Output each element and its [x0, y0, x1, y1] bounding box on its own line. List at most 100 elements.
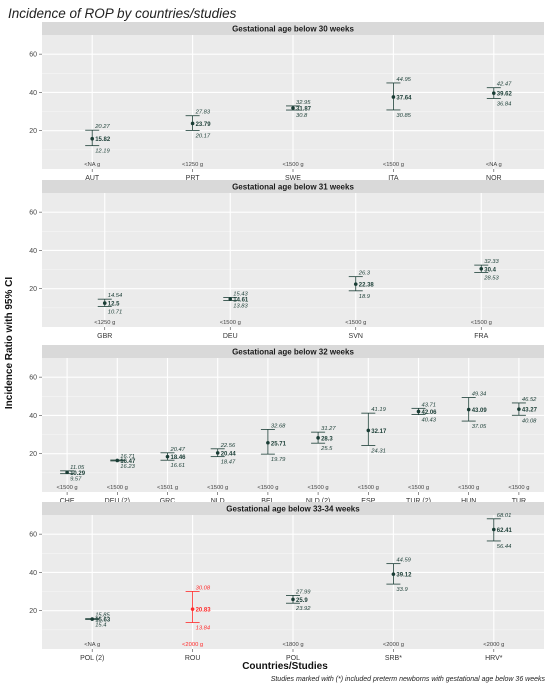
x-tick-label: GRC: [160, 498, 176, 505]
lower-ci-label: 30.85: [396, 113, 411, 119]
data-point: [266, 440, 270, 445]
x-tick-label: NLD (2): [306, 498, 331, 505]
value-label: 39.12: [396, 573, 412, 579]
x-tick-label: POL (2): [80, 655, 104, 662]
value-label: 43.09: [472, 408, 488, 414]
panel-strip: [42, 502, 544, 515]
upper-ci-label: 27.83: [195, 110, 211, 116]
x-tick-label: NOR: [486, 175, 502, 182]
value-label: 37.64: [396, 95, 412, 101]
upper-ci-label: 41.19: [371, 407, 386, 413]
lower-ci-label: 9.57: [70, 477, 82, 483]
weight-label: <1500 g: [57, 485, 78, 491]
lower-ci-label: 25.5: [320, 446, 333, 452]
weight-label: <1500 g: [282, 162, 303, 168]
y-tick-label: 40: [29, 90, 37, 97]
x-tick-label: ESP: [361, 498, 375, 505]
value-label: 39.62: [497, 92, 513, 98]
weight-label: <NA g: [486, 162, 502, 168]
chart-title: Incidence of ROP by countries/studies: [8, 6, 237, 21]
lower-ci-label: 19.79: [271, 457, 286, 463]
y-tick-label: 60: [29, 532, 37, 539]
upper-ci-label: 31.27: [321, 426, 336, 432]
panel-strip-title: Gestational age below 32 weeks: [232, 348, 354, 357]
y-tick-label: 40: [29, 570, 37, 577]
data-point: [90, 136, 94, 141]
value-label: 22.38: [359, 283, 375, 289]
weight-label: <1500 g: [107, 485, 128, 491]
panel-strip-title: Gestational age below 33-34 weeks: [226, 505, 360, 514]
value-label: 16.47: [120, 459, 136, 465]
data-point: [65, 470, 69, 475]
lower-ci-label: 30.8: [296, 113, 308, 119]
value-label: 25.9: [296, 598, 308, 604]
panel-strip: [42, 180, 544, 193]
value-label: 30.4: [484, 267, 496, 273]
data-point: [353, 282, 358, 286]
x-tick-label: BEL: [261, 498, 274, 505]
upper-ci-label: 32.95: [296, 100, 311, 106]
weight-label: <1800 g: [282, 642, 303, 648]
upper-ci-label: 42.47: [497, 82, 512, 88]
y-tick-label: 60: [29, 375, 37, 382]
y-tick-label: 20: [29, 608, 37, 615]
data-point: [316, 436, 320, 440]
panel-background: [42, 193, 544, 327]
data-point: [291, 597, 295, 602]
data-point: [215, 451, 220, 455]
x-tick-label: CHE: [60, 498, 75, 505]
x-tick-label: AUT: [85, 175, 100, 182]
upper-ci-label: 30.08: [196, 585, 211, 591]
data-point: [366, 428, 371, 433]
upper-ci-label: 44.95: [396, 77, 411, 83]
weight-label: <1500 g: [257, 485, 278, 491]
weight-label: <1250 g: [94, 320, 115, 326]
value-label: 20.44: [221, 451, 237, 457]
panel-strip: [42, 345, 544, 358]
upper-ci-label: 14.54: [108, 293, 123, 299]
panel-strip-title: Gestational age below 30 weeks: [232, 25, 354, 34]
lower-ci-label: 18.9: [359, 294, 371, 300]
data-point: [466, 407, 471, 412]
lower-ci-label: 15.4: [95, 623, 106, 629]
weight-label: <1500 g: [383, 162, 404, 168]
value-label: 23.79: [196, 122, 212, 128]
x-tick-label: TUR: [512, 498, 526, 505]
data-point: [190, 607, 195, 611]
weight-label: <1500 g: [207, 485, 228, 491]
panel-strip: [42, 22, 544, 35]
x-tick-label: HRV*: [485, 655, 503, 662]
upper-ci-label: 16.71: [120, 454, 135, 460]
y-axis-label: Incidence Ratio with 95% CI: [4, 277, 15, 409]
value-label: 43.27: [522, 408, 538, 414]
data-point: [190, 121, 195, 126]
panel-strip-title: Gestational age below 31 weeks: [232, 183, 354, 192]
y-tick-label: 60: [29, 210, 37, 217]
footnote: Studies marked with (*) included preterm…: [271, 676, 546, 683]
data-point: [492, 527, 496, 532]
value-label: 14.61: [233, 298, 249, 304]
x-tick-label: SRB*: [385, 655, 402, 662]
weight-label: <1500 g: [471, 320, 492, 326]
upper-ci-label: 49.34: [472, 392, 487, 398]
x-tick-label: GBR: [97, 333, 112, 340]
lower-ci-label: 13.84: [196, 626, 211, 632]
data-point: [391, 572, 396, 576]
lower-ci-label: 16.23: [120, 464, 135, 470]
x-tick-label: DEU: [223, 333, 238, 340]
lower-ci-label: 28.53: [483, 275, 499, 281]
weight-label: <NA g: [84, 162, 100, 168]
value-label: 25.71: [271, 441, 287, 447]
data-point: [517, 407, 521, 411]
data-point: [102, 301, 107, 305]
value-label: 15.63: [95, 618, 111, 624]
y-tick-label: 60: [29, 52, 37, 59]
weight-label: <1501 g: [157, 485, 178, 491]
x-tick-label: SWE: [285, 175, 301, 182]
value-label: 28.3: [321, 436, 333, 442]
upper-ci-label: 44.59: [396, 558, 411, 564]
data-point: [492, 91, 496, 95]
weight-label: <1500 g: [408, 485, 429, 491]
upper-ci-label: 27.99: [295, 589, 311, 595]
